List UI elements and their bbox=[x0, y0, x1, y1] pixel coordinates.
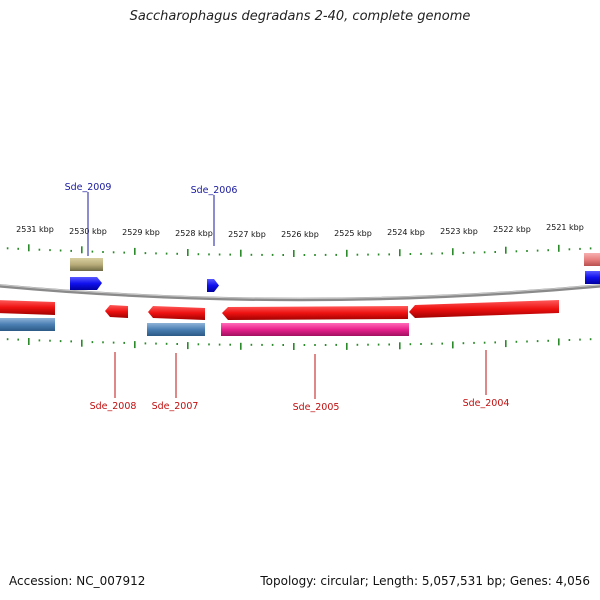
ruler-label: 2524 kbp bbox=[387, 228, 425, 237]
gene-arrow-sde-2008[interactable] bbox=[105, 305, 128, 318]
ruler-label: 2531 kbp bbox=[16, 225, 54, 234]
ruler-label: 2521 kbp bbox=[546, 223, 584, 232]
ruler-label: 2528 kbp bbox=[175, 229, 213, 238]
backbone-highlight bbox=[0, 284, 600, 299]
ruler-label: 2522 kbp bbox=[493, 225, 531, 234]
gene-label-sde-2008[interactable]: Sde_2008 bbox=[90, 401, 137, 412]
feature-bar-pink[interactable] bbox=[221, 323, 409, 336]
feature-bar-steel[interactable] bbox=[147, 323, 205, 336]
gene-arrow-sde-2004[interactable] bbox=[409, 300, 559, 318]
feature-bar-khaki[interactable] bbox=[70, 258, 103, 271]
ruler-label: 2529 kbp bbox=[122, 228, 160, 237]
gene-arrow-sde-2007[interactable] bbox=[148, 306, 205, 320]
ruler-label: 2525 kbp bbox=[334, 229, 372, 238]
gene-label-sde-2009[interactable]: Sde_2009 bbox=[65, 182, 112, 193]
gene-arrow-edge-left[interactable] bbox=[0, 300, 55, 315]
gene-arrow-edge[interactable] bbox=[585, 271, 600, 284]
gene-label-sde-2004[interactable]: Sde_2004 bbox=[463, 398, 510, 409]
gene-label-sde-2006[interactable]: Sde_2006 bbox=[191, 185, 238, 196]
accession-text: Accession: NC_007912 bbox=[9, 574, 146, 588]
genome-title: Saccharophagus degradans 2-40, complete … bbox=[129, 9, 471, 24]
gene-arrow-sde-2009[interactable] bbox=[70, 277, 102, 290]
ruler-ticks-outer bbox=[6, 244, 592, 257]
ruler-label: 2523 kbp bbox=[440, 227, 478, 236]
gene-label-sde-2005[interactable]: Sde_2005 bbox=[293, 402, 340, 413]
ruler-ticks-inner bbox=[6, 338, 592, 350]
genome-summary-text: Topology: circular; Length: 5,057,531 bp… bbox=[260, 574, 590, 588]
gene-label-sde-2007[interactable]: Sde_2007 bbox=[152, 401, 199, 412]
gene-arrow-sde-2005[interactable] bbox=[222, 306, 408, 320]
ruler-label: 2527 kbp bbox=[228, 230, 266, 239]
feature-bar-salmon[interactable] bbox=[584, 253, 600, 266]
feature-bar-steel-left[interactable] bbox=[0, 318, 55, 331]
gene-arrow-sde-2006[interactable] bbox=[207, 279, 219, 292]
ruler-labels: 2531 kbp 2530 kbp 2529 kbp 2528 kbp 2527… bbox=[16, 223, 584, 239]
ruler-label: 2526 kbp bbox=[281, 230, 319, 239]
genome-backbone bbox=[0, 284, 600, 302]
